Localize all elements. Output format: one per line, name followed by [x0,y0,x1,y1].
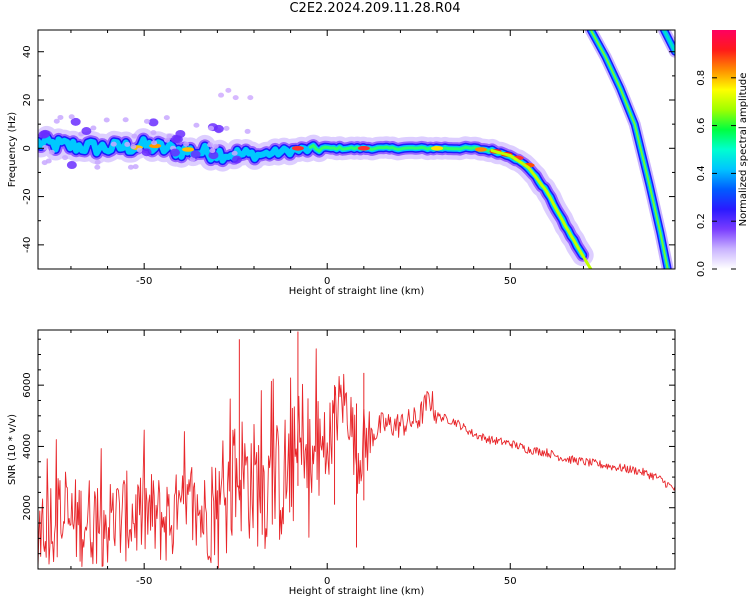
heatmap-noise-blob [48,149,55,155]
y-tick-label: 2000 [22,495,33,520]
heatmap-noise-blob [127,164,134,170]
heatmap-noise-blob [68,114,75,120]
colorbar-gradient [712,30,736,269]
x-tick-label: -50 [136,276,152,287]
x-tick-label: 50 [504,276,517,287]
colorbar-tick-label: 0.4 [696,165,707,181]
y-tick-label: 20 [22,94,33,107]
heatmap-noise-blob [132,164,139,170]
heatmap-noise-blob [130,144,137,150]
colorbar-tick-label: 0.8 [696,70,707,86]
heatmap-x-axis-label: Height of straight line (km) [289,286,425,297]
snr-line-marks [38,331,675,569]
heatmap-noise-blob [169,148,180,157]
y-tick-label: -40 [22,237,33,253]
heatmap-noise-blob [122,117,129,123]
heatmap-noise-blob [70,117,81,126]
x-tick-label: 0 [324,276,330,287]
heatmap-noise-blob [207,142,214,148]
steep-ridge-halo [584,30,674,269]
heatmap-noise-blob [110,141,117,147]
heatmap-noise-blob [141,148,152,157]
colorbar-tick-label: 0.6 [696,118,707,134]
heatmap-noise-blob [136,147,143,153]
snr-x-ticks: -50 0 50 [70,330,658,587]
heatmap-noise-blob [244,128,251,134]
snr-y-axis-label: SNR (10 * v/v) [7,414,18,485]
heatmap-noise-blob [231,150,238,156]
heatmap-hotspot [182,147,195,152]
y-tick-label: 4000 [22,434,33,459]
heatmap-hotspot [291,145,304,151]
heatmap-noise-blob [223,125,230,131]
heatmap-noise-blob [208,151,219,160]
heatmap-noise-blob [163,115,170,121]
heatmap-noise-blob [148,118,159,127]
snr-y-ticks: 2000 4000 6000 [22,338,675,570]
heatmap-noise-blob [57,114,64,120]
heatmap-frame [37,29,676,270]
heatmap-noise-blob [94,164,101,170]
ridge-tail-core [490,149,593,269]
heatmap-hotspot [357,145,370,151]
heatmap-noise-blob [62,155,69,161]
heatmap-noise-blob [42,144,49,150]
figure-title: C2E2.2024.209.11.28.R04 [289,1,461,16]
heatmap-noise-blob [247,95,254,101]
heatmap-noise-blob [231,155,242,164]
x-tick-label: 50 [504,576,517,587]
heatmap-noise-blob [166,133,173,139]
y-tick-label: 40 [22,45,33,58]
heatmap-noise-blob [94,159,101,165]
y-tick-label: 6000 [22,372,33,397]
heatmap-hotspot [474,147,487,152]
heatmap-noise-blob [81,127,92,136]
heatmap-noise-blob [183,141,190,147]
heatmap-noise-blob [232,95,239,101]
heatmap-noise-blob [151,140,158,146]
snr-panel: -50 0 50 2000 4000 6000 Height of straight l… [7,329,676,597]
heatmap-noise-blob [40,129,51,138]
colorbar-tick-label: 0.2 [696,213,707,229]
heatmap-hotspot [431,145,444,151]
heatmap-noise-blob [209,148,216,154]
heatmap-noise-blob [66,161,77,170]
heatmap-x-ticks: -50 0 50 [70,30,658,287]
colorbar: 0.0 0.2 0.4 0.6 0.8 Normalized spectral ampl… [696,30,749,277]
heatmap-noise-blob [124,141,131,147]
heatmap-noise-blob [90,125,97,131]
snr-frame [37,329,676,570]
heatmap-noise-blob [103,117,110,123]
colorbar-label: Normalized spectral amplitude [738,73,749,227]
heatmap-y-ticks: -40 -20 0 20 40 [22,45,675,270]
heatmap-noise-blob [208,125,215,131]
y-tick-label: -20 [22,188,33,204]
colorbar-ticks: 0.0 0.2 0.4 0.6 0.8 [696,70,736,277]
heatmap-hotspot [149,143,162,149]
heatmap-noise-blob [163,137,170,143]
heatmap-noise-blob [150,130,157,136]
heatmap-noise-blob [53,118,60,124]
x-tick-label: -50 [136,576,152,587]
heatmap-noise-blob [218,92,225,98]
heatmap-noise-blob [175,129,186,138]
heatmap-marks [38,30,675,269]
heatmap-noise-blob [212,143,219,149]
heatmap-noise-blob [131,133,138,139]
heatmap-y-axis-label: Frequency (Hz) [7,112,18,188]
heatmap-noise-blob [190,150,201,159]
heatmap-noise-blob [45,158,52,164]
heatmap-noise-blob [193,122,200,128]
y-tick-label: 0 [22,145,33,151]
heatmap-noise-blob [143,118,150,124]
colorbar-tick-label: 0.0 [696,261,707,277]
steep-ridge-core [589,30,669,269]
heatmap-noise-blob [225,87,232,93]
spectrogram-panel: -50 0 50 -40 -20 0 20 40 Height of straight li… [7,29,676,297]
steep-ridge-core [663,30,675,53]
snr-x-axis-label: Height of straight line (km) [289,586,425,597]
x-tick-label: 0 [324,576,330,587]
